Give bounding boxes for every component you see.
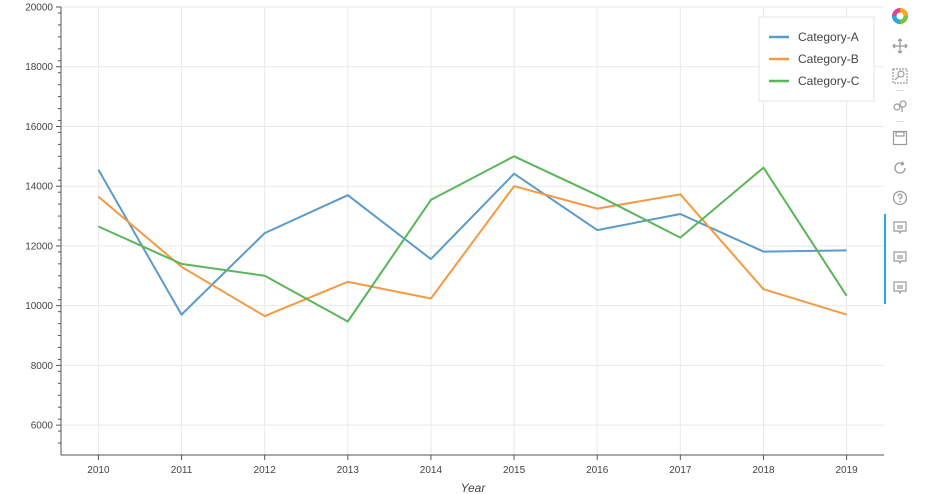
toolbar-active-indicator	[884, 214, 886, 304]
box-zoom-icon[interactable]	[890, 66, 910, 86]
help-icon[interactable]	[890, 188, 910, 208]
reset-icon[interactable]	[890, 158, 910, 178]
y-tick-label: 6000	[31, 421, 54, 432]
legend: Category-A Category-B Category-C	[758, 16, 875, 102]
grid-lines	[61, 6, 884, 455]
x-tick-label: 2019	[835, 465, 858, 476]
series-lines	[97, 155, 848, 323]
legend-label: Category-B	[798, 52, 859, 66]
x-tick-label: 2012	[254, 465, 277, 476]
bokeh-logo-icon[interactable]	[890, 6, 910, 26]
x-tick-label: 2018	[752, 465, 775, 476]
y-tick-label: 14000	[25, 182, 53, 193]
y-tick-label: 20000	[25, 3, 53, 14]
y-tick-label: 18000	[25, 62, 53, 73]
axes	[60, 7, 884, 456]
x-axis-ticks: 2010 2011 2012 2013 2014 2015 2016 2017 2018 2019	[87, 455, 858, 476]
hover-icon[interactable]	[890, 278, 910, 298]
save-icon[interactable]	[890, 128, 910, 148]
series-line-category-a	[97, 169, 847, 316]
x-tick-label: 2016	[586, 465, 609, 476]
toolbar-separator	[896, 121, 904, 122]
legend-label: Category-C	[798, 74, 860, 88]
y-tick-label: 12000	[25, 241, 53, 252]
y-tick-label: 10000	[25, 301, 53, 312]
x-tick-label: 2015	[503, 465, 526, 476]
x-tick-label: 2014	[420, 465, 443, 476]
wheel-zoom-icon[interactable]	[890, 96, 910, 116]
hover-icon[interactable]	[890, 248, 910, 268]
x-axis-title: Year	[461, 481, 487, 494]
toolbar-separator	[896, 90, 904, 91]
chart-toolbar	[884, 4, 916, 314]
y-axis-ticks: 6000 8000 10000 12000 14000 16000 18000 20000	[25, 3, 61, 444]
x-tick-label: 2010	[87, 465, 110, 476]
series-line-category-c	[97, 155, 848, 323]
y-tick-label: 8000	[31, 361, 54, 372]
legend-label: Category-A	[798, 30, 859, 44]
x-tick-label: 2013	[337, 465, 360, 476]
hover-icon[interactable]	[890, 218, 910, 238]
x-tick-label: 2017	[669, 465, 692, 476]
x-tick-label: 2011	[171, 465, 193, 476]
series-line-category-b	[97, 185, 847, 318]
y-tick-label: 16000	[25, 122, 53, 133]
pan-icon[interactable]	[890, 36, 910, 56]
